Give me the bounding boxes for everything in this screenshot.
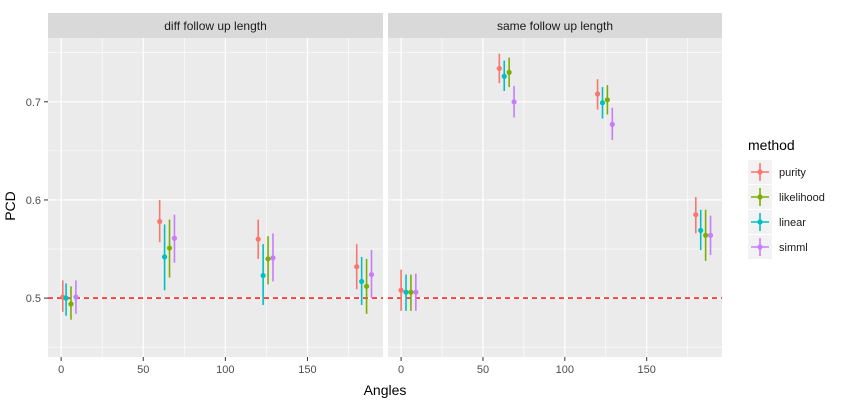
x-tick-label: 100 [216,364,234,376]
data-point [161,254,168,260]
legend: method purity likelihood linear simml [748,137,825,259]
data-point [171,235,178,241]
legend-entry-label: simml [779,242,808,254]
x-tick-label: 150 [298,364,316,376]
x-tick-label: 0 [58,364,64,376]
data-point [496,65,502,72]
y-tick-label: 0.6 [26,195,41,207]
y-axis-label: PCD [2,191,18,221]
data-point [408,289,414,295]
axes-layer: PCD Angles 0.5 0.6 0.7 [2,97,406,398]
series-simml [73,214,375,314]
data-point [707,232,714,238]
data-point [166,245,173,251]
legend-entry-simml: simml [748,235,808,259]
series-purity [60,199,360,312]
data-point [68,301,74,307]
data-point [359,278,365,285]
data-point [501,73,507,79]
legend-entry-label: linear [779,217,806,229]
legend-entry-purity: purity [748,160,806,184]
data-point [255,236,261,242]
plot-background [388,38,722,357]
x-tick-label: 150 [638,364,656,376]
facet-strip-title: diff follow up length [164,19,267,33]
series-likelihood [408,57,709,311]
facet-panel: diff follow up length 0 50 100 150 [48,13,383,376]
x-axis-label: Angles [364,382,407,398]
series-likelihood [68,219,370,320]
data-point [511,99,517,105]
x-tick-label: 0 [398,364,404,376]
data-point [63,295,69,301]
data-point [599,100,606,106]
data-point [609,121,615,127]
x-tick-label: 50 [477,364,489,376]
data-point [363,283,370,289]
legend-key-point [757,194,763,200]
series-simml [413,86,714,311]
facet-panel: same follow up length 0 50 100 150 [388,13,722,376]
series-linear [63,224,365,316]
data-point [604,97,610,103]
data-point [260,272,266,279]
data-point [398,287,404,293]
data-point [265,256,271,262]
data-point [506,69,512,75]
data-point [594,91,601,97]
data-point [403,289,409,295]
data-point [270,255,276,261]
facet-strip-title: same follow up length [497,19,613,33]
data-point [73,294,79,300]
facet-strip [388,13,722,38]
legend-entry-label: purity [779,167,806,179]
y-tick-label: 0.5 [26,293,41,305]
legend-entry-label: likelihood [779,192,825,204]
legend-title: method [748,137,795,153]
data-point [368,271,375,278]
x-tick-label: 100 [556,364,574,376]
series-linear [403,60,704,311]
legend-key-point [757,244,763,250]
legend-key-point [757,219,763,225]
data-point [354,264,360,270]
data-point [413,289,419,295]
data-point [703,232,709,238]
plot-background [48,38,383,357]
x-tick-label: 50 [137,364,149,376]
legend-key-point [757,169,763,175]
series-purity [398,53,699,311]
facet-strip [48,13,383,38]
legend-entry-likelihood: likelihood [748,185,825,209]
data-point [698,227,704,233]
data-point [693,212,699,218]
legend-entry-linear: linear [748,210,806,234]
y-tick-label: 0.7 [26,97,41,109]
data-point [157,218,163,225]
